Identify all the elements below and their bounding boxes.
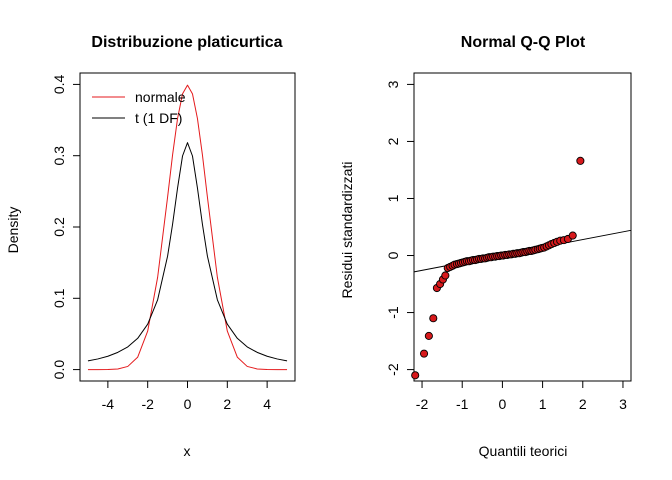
qq-y-tick-label: -1 [385,306,401,319]
density-x-tick-label: -2 [141,396,154,412]
qq-point [576,156,585,165]
density-legend: normale t (1 DF) [92,89,186,126]
qq-point [429,314,438,323]
density-y-label: Density [5,207,21,254]
density-x-tick-label: 0 [184,396,192,412]
legend-label-t1df: t (1 DF) [135,110,182,126]
density-plot-box [79,72,296,382]
legend-label-normale: normale [135,89,186,105]
density-chart: Distribuzione platicurtica -4 -2 0 2 4 0.00.… [5,34,296,459]
qq-x-tick-label: 0 [499,396,507,412]
density-x-tick-label: -4 [102,396,115,412]
qq-point [441,271,450,280]
qq-y-tick-label: 3 [385,80,401,88]
density-y-tick-label: 0.1 [51,288,67,308]
qq-chart-title: Normal Q-Q Plot [461,34,586,51]
qq-point [568,231,577,240]
density-x-tick-label: 2 [223,396,231,412]
density-y-tick-label: 0.2 [51,217,67,237]
density-x-axis: -4 -2 0 2 4 [102,380,271,412]
density-chart-title: Distribuzione platicurtica [91,34,282,51]
qq-plot-box [413,72,632,382]
qq-x-tick-label: 1 [539,396,547,412]
qq-y-label: Residui standardizzati [339,162,355,299]
qq-x-label: Quantili teorici [479,443,568,459]
qq-x-tick-label: 3 [619,396,627,412]
qq-x-tick-label: 2 [579,396,587,412]
qq-x-tick-label: -2 [416,396,429,412]
qq-x-axis: -2 -1 0 1 2 3 [416,380,627,412]
density-x-tick-label: 4 [263,396,271,412]
qq-chart: Normal Q-Q Plot -2 -1 0 1 2 3 -2 -1 0 1 2 3 Quanti… [339,34,632,459]
density-x-label: x [184,443,191,459]
qq-x-tick-label: -1 [456,396,469,412]
qq-point [411,371,420,380]
qq-point [424,331,433,340]
qq-y-axis: -2 -1 0 1 2 3 [385,80,415,376]
qq-y-tick-label: 2 [385,137,401,145]
density-curve-t-1-df [87,142,288,362]
density-y-axis: 0.0 0.1 0.2 0.3 0.4 [51,74,81,380]
density-curve-normale [87,84,288,371]
density-y-tick-label: 0.0 [51,360,67,380]
qq-y-tick-label: 1 [385,194,401,202]
qq-points-group [411,156,585,380]
qq-y-tick-label: 0 [385,251,401,259]
qq-point [419,349,429,358]
qq-y-tick-label: -2 [385,363,401,376]
density-y-tick-label: 0.4 [51,74,67,94]
density-y-tick-label: 0.3 [51,146,67,166]
density-series-group [87,84,288,371]
